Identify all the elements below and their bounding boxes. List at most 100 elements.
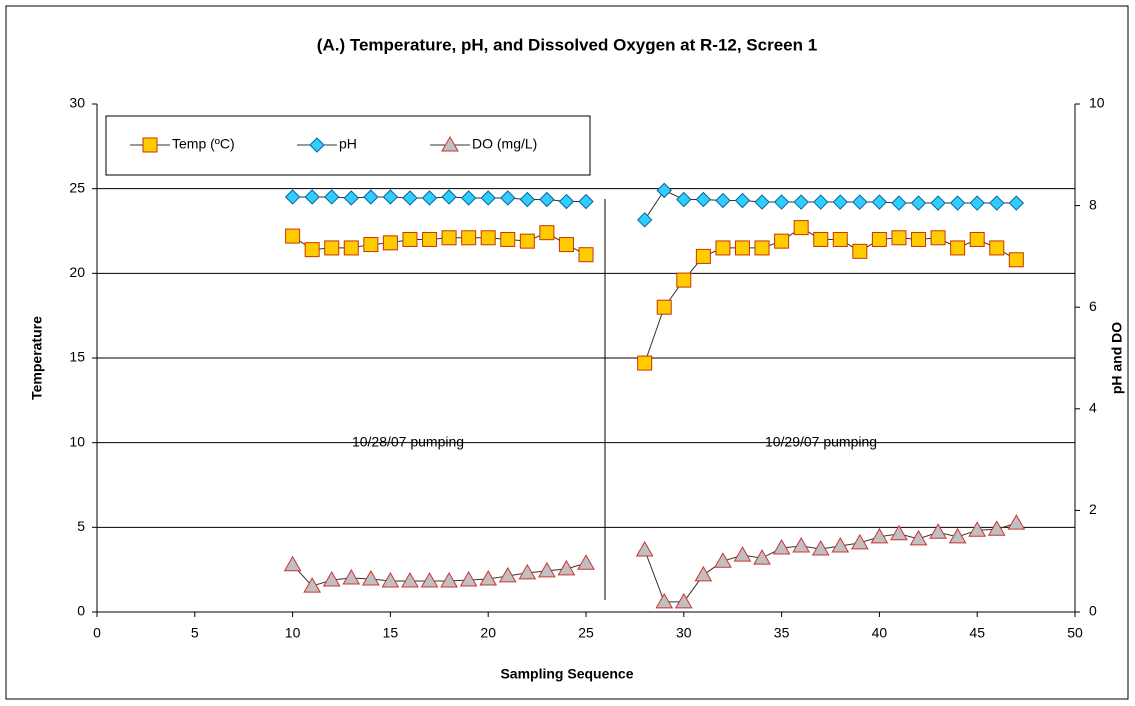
marker bbox=[422, 231, 438, 247]
marker bbox=[733, 546, 752, 562]
y-tick-label: 20 bbox=[69, 264, 85, 280]
marker bbox=[381, 572, 400, 588]
marker bbox=[930, 195, 946, 211]
marker bbox=[832, 194, 848, 210]
marker bbox=[480, 230, 496, 246]
x-tick-label: 15 bbox=[383, 625, 399, 641]
marker bbox=[695, 248, 711, 264]
marker bbox=[852, 243, 868, 259]
marker bbox=[969, 195, 985, 211]
marker bbox=[441, 189, 457, 205]
marker bbox=[578, 247, 594, 263]
y2-tick-label: 0 bbox=[1089, 603, 1097, 619]
marker bbox=[1008, 195, 1025, 211]
marker bbox=[519, 191, 536, 208]
marker bbox=[558, 237, 574, 253]
marker bbox=[500, 231, 516, 247]
marker bbox=[342, 568, 361, 585]
marker bbox=[539, 191, 555, 208]
marker bbox=[989, 195, 1005, 211]
marker bbox=[774, 233, 790, 249]
y-tick-label: 30 bbox=[69, 95, 85, 111]
marker bbox=[968, 521, 987, 537]
marker bbox=[969, 231, 985, 247]
y2-tick-label: 4 bbox=[1089, 400, 1097, 416]
x-tick-label: 5 bbox=[191, 625, 199, 641]
marker bbox=[930, 230, 946, 246]
marker bbox=[772, 538, 791, 555]
y2-tick-label: 2 bbox=[1089, 501, 1097, 517]
y2-axis-label: pH and DO bbox=[1109, 322, 1125, 394]
x-tick-label: 35 bbox=[774, 625, 790, 641]
marker bbox=[343, 240, 359, 256]
marker bbox=[441, 135, 459, 152]
x-axis-label: Sampling Sequence bbox=[500, 666, 633, 682]
marker bbox=[948, 527, 967, 544]
marker bbox=[402, 190, 418, 206]
marker bbox=[539, 225, 555, 241]
marker bbox=[142, 137, 158, 153]
y-tick-label: 25 bbox=[69, 179, 85, 195]
marker bbox=[635, 541, 654, 557]
marker bbox=[909, 529, 928, 546]
marker bbox=[773, 194, 790, 210]
marker bbox=[656, 299, 672, 315]
marker bbox=[518, 563, 537, 580]
marker bbox=[753, 549, 771, 565]
x-tick-label: 30 bbox=[676, 625, 692, 641]
marker bbox=[989, 240, 1005, 256]
marker bbox=[656, 182, 672, 199]
x-tick-label: 25 bbox=[578, 625, 594, 641]
frame bbox=[5, 5, 1129, 700]
marker bbox=[793, 220, 809, 236]
marker bbox=[557, 559, 576, 576]
annotation: 10/29/07 pumping bbox=[765, 434, 877, 450]
marker bbox=[519, 233, 535, 249]
marker bbox=[694, 565, 713, 582]
marker bbox=[578, 193, 594, 210]
annotation: 10/28/07 pumping bbox=[352, 434, 464, 450]
marker bbox=[401, 572, 419, 588]
marker bbox=[402, 231, 418, 247]
marker bbox=[871, 231, 887, 247]
marker bbox=[1008, 252, 1024, 268]
y2-tick-label: 6 bbox=[1089, 298, 1097, 314]
x-tick-label: 40 bbox=[872, 625, 888, 641]
x-tick-label: 50 bbox=[1067, 625, 1083, 641]
marker bbox=[285, 228, 301, 244]
marker bbox=[636, 212, 653, 228]
legend-label: Temp (ºC) bbox=[172, 136, 235, 152]
marker bbox=[792, 536, 811, 553]
marker bbox=[304, 189, 320, 205]
marker bbox=[441, 230, 457, 246]
marker bbox=[734, 240, 750, 256]
marker bbox=[676, 272, 692, 288]
marker bbox=[324, 189, 340, 205]
marker bbox=[891, 230, 907, 246]
marker bbox=[284, 189, 301, 205]
marker bbox=[950, 240, 966, 256]
x-tick-label: 45 bbox=[969, 625, 985, 641]
legend bbox=[105, 115, 591, 176]
marker bbox=[498, 566, 517, 583]
marker bbox=[324, 240, 340, 256]
legend-label: DO (mg/L) bbox=[472, 136, 537, 152]
chart-title: (A.) Temperature, pH, and Dissolved Oxyg… bbox=[317, 35, 817, 54]
marker bbox=[283, 555, 302, 572]
x-tick-label: 20 bbox=[480, 625, 496, 641]
marker bbox=[714, 552, 732, 568]
y-axis-label: Temperature bbox=[29, 316, 45, 400]
marker bbox=[303, 577, 322, 593]
marker bbox=[695, 191, 712, 208]
marker bbox=[754, 194, 770, 210]
marker bbox=[929, 523, 947, 539]
marker bbox=[655, 592, 674, 609]
marker bbox=[715, 240, 731, 256]
marker bbox=[793, 194, 809, 210]
marker bbox=[870, 527, 889, 544]
marker bbox=[832, 231, 848, 247]
marker bbox=[480, 190, 496, 206]
marker bbox=[871, 194, 888, 210]
y2-tick-label: 10 bbox=[1089, 95, 1105, 111]
